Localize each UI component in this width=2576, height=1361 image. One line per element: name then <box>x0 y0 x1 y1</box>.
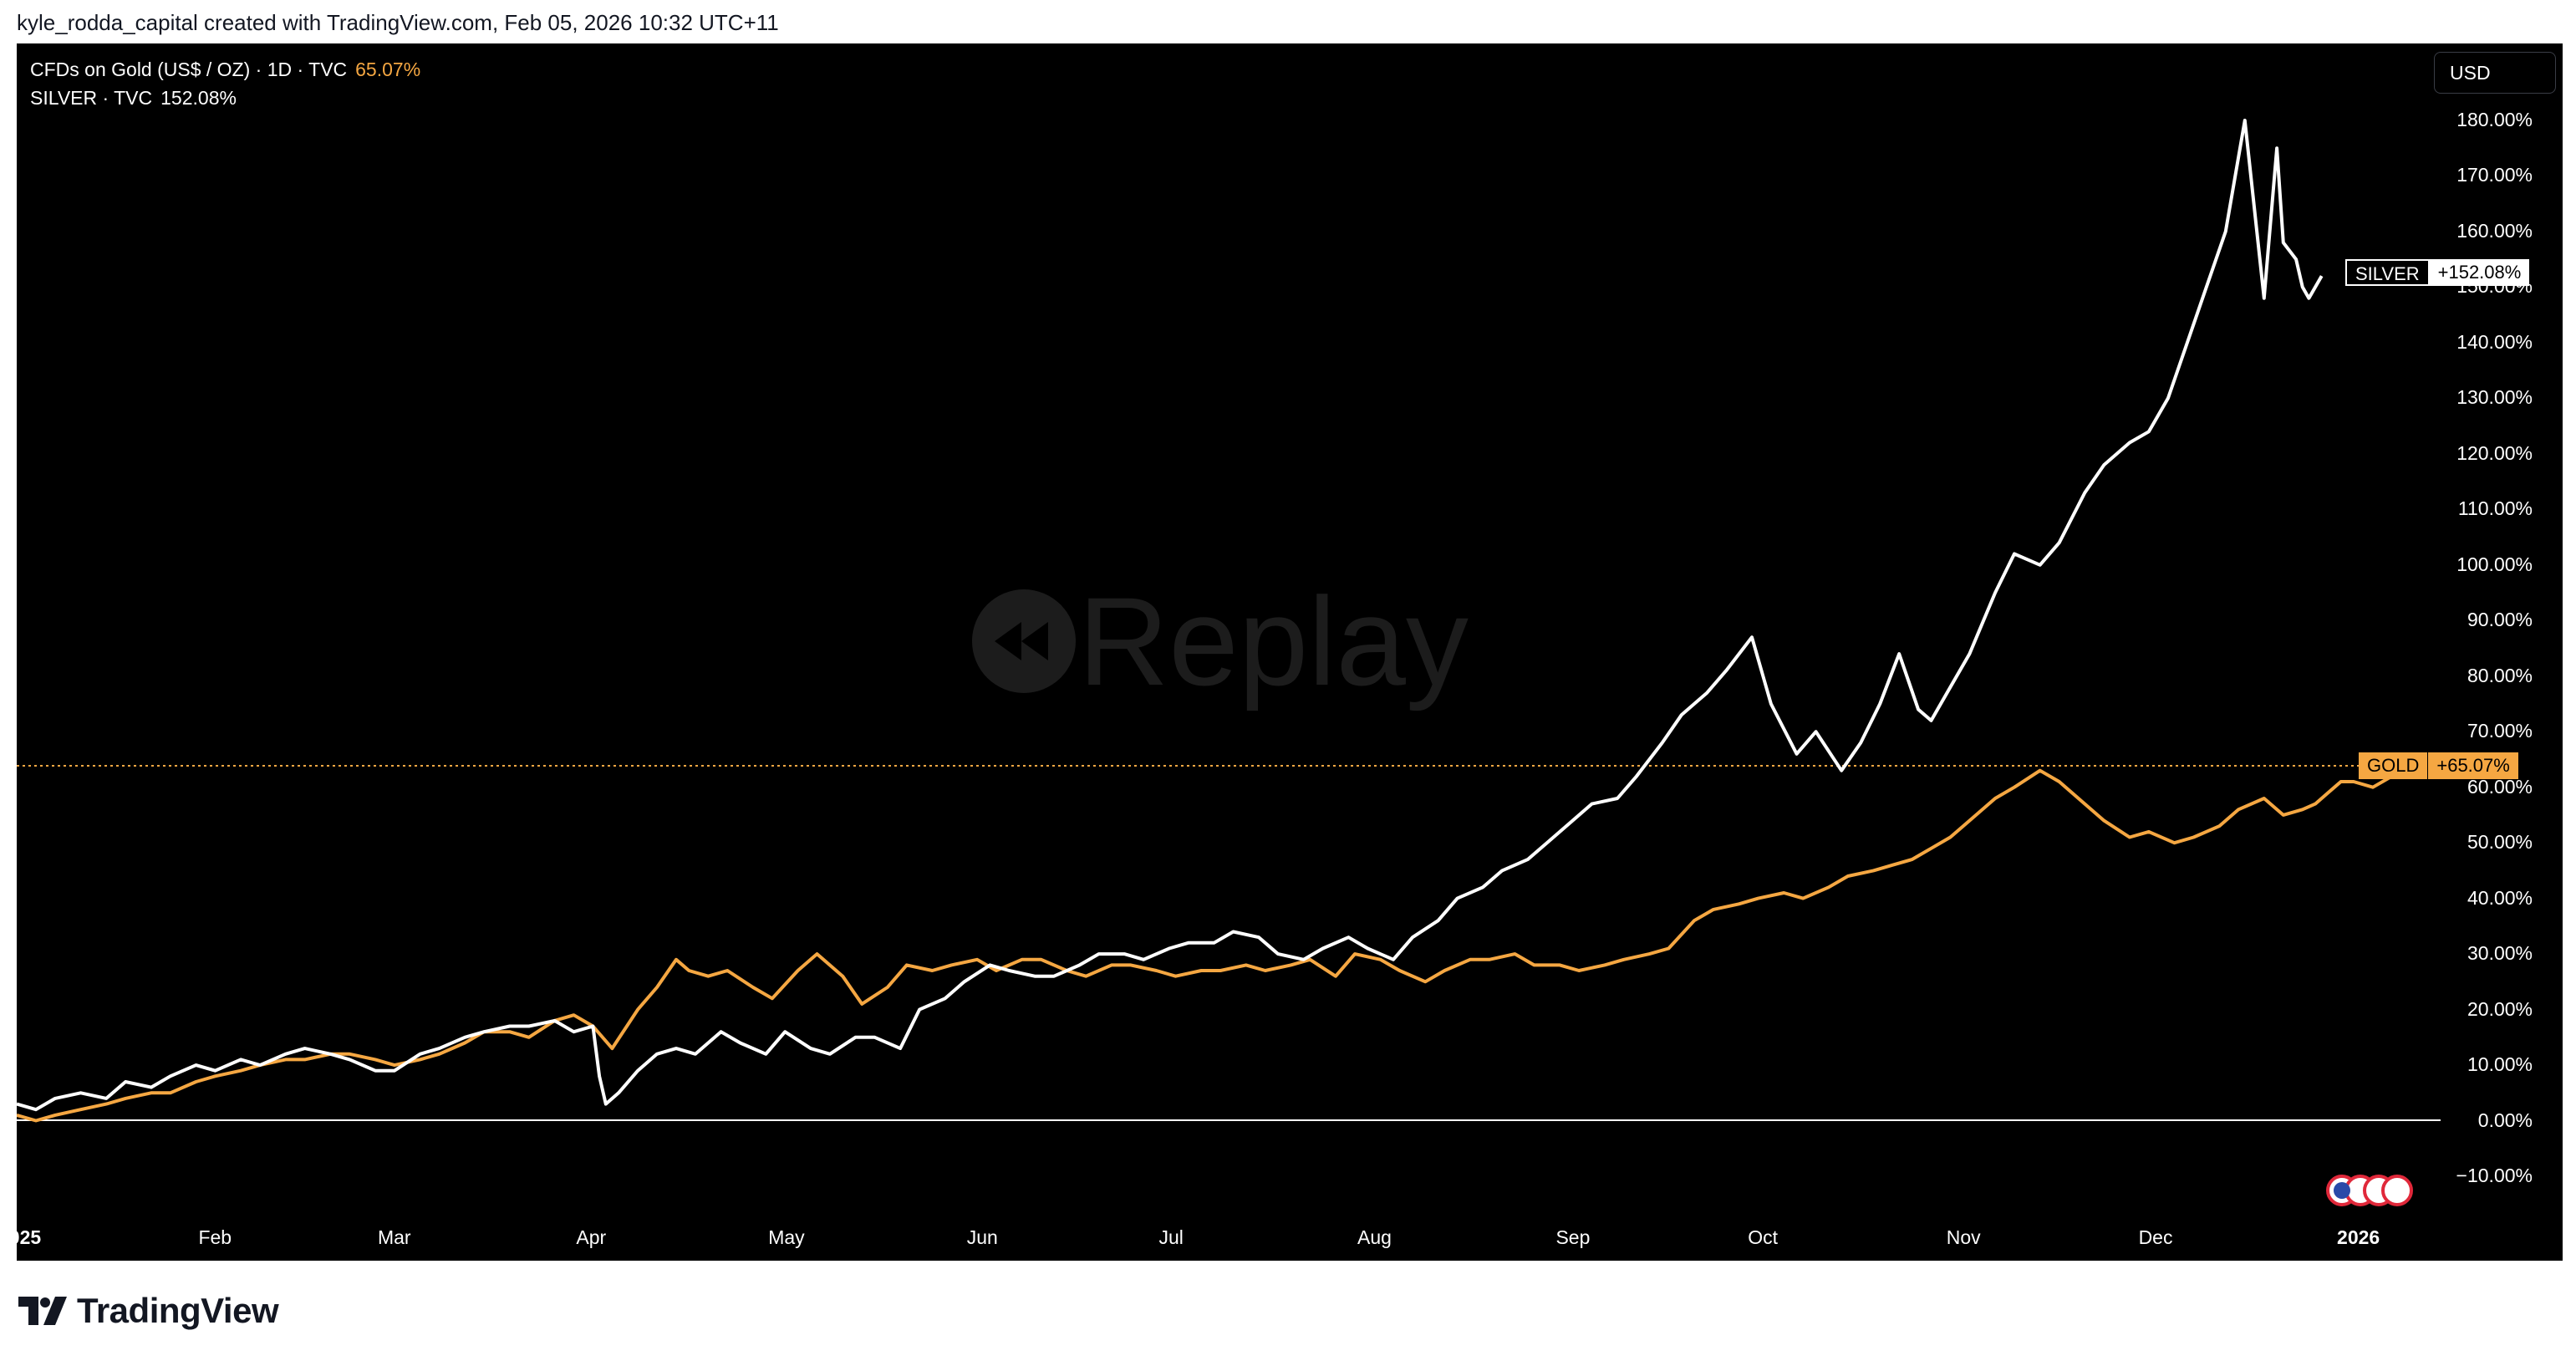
legend-gold-value: 65.07% <box>355 59 421 80</box>
y-tick-label: 60.00% <box>2467 775 2533 798</box>
y-tick-label: 50.00% <box>2467 831 2533 854</box>
event-flags[interactable] <box>2326 1175 2413 1206</box>
gold-tag-name: GOLD <box>2359 752 2428 779</box>
us-flag-icon[interactable] <box>2381 1175 2413 1206</box>
silver-price-tag: SILVER +152.08% <box>2345 259 2530 286</box>
x-tick-label: Jun <box>966 1226 998 1248</box>
x-tick-label: Aug <box>1357 1226 1392 1248</box>
x-tick-label: May <box>768 1226 805 1248</box>
y-tick-label: 120.00% <box>2456 441 2533 464</box>
chart-credit: kyle_rodda_capital created with TradingV… <box>17 10 779 35</box>
tradingview-logo-icon <box>18 1297 67 1325</box>
x-tick-label: Nov <box>1946 1226 1981 1248</box>
brand-name: TradingView <box>77 1291 279 1330</box>
y-tick-label: 160.00% <box>2456 219 2533 242</box>
legend-gold-label: CFDs on Gold (US$ / OZ) · 1D · TVC <box>30 59 348 80</box>
y-tick-label: 140.00% <box>2456 330 2533 353</box>
y-tick-label: 0.00% <box>2477 1109 2533 1131</box>
y-tick-label: 170.00% <box>2456 164 2533 186</box>
y-tick-label: 100.00% <box>2456 553 2533 575</box>
silver-tag-value: +152.08% <box>2429 259 2530 286</box>
chart-panel[interactable]: CFDs on Gold (US$ / OZ) · 1D · TVC 65.07%… <box>17 43 2563 1261</box>
currency-button[interactable]: USD <box>2434 52 2556 94</box>
plot-area[interactable] <box>17 43 2563 1261</box>
legend-silver-label: SILVER · TVC <box>30 87 153 109</box>
us-flag-icon[interactable] <box>2334 1182 2350 1199</box>
x-tick-label: Sep <box>1555 1226 1591 1248</box>
x-tick-label: Oct <box>1748 1226 1779 1248</box>
y-tick-label: 180.00% <box>2456 109 2533 130</box>
x-tick-label: Dec <box>2138 1226 2173 1248</box>
replay-icon <box>972 589 1076 693</box>
y-tick-label: 20.00% <box>2467 997 2533 1020</box>
legend-silver-value: 152.08% <box>160 87 237 109</box>
series-line-silver <box>17 119 2324 1112</box>
y-tick-label: −10.00% <box>2456 1165 2533 1186</box>
x-tick-label: 2026 <box>2337 1226 2380 1248</box>
y-tick-label: 30.00% <box>2467 942 2533 965</box>
tradingview-logo[interactable]: TradingView <box>18 1291 279 1331</box>
y-tick-label: 70.00% <box>2467 720 2533 742</box>
y-tick-label: 90.00% <box>2467 609 2533 631</box>
series-line-gold <box>17 768 2394 1123</box>
y-tick-label: 80.00% <box>2467 664 2533 686</box>
y-tick-label: 40.00% <box>2467 886 2533 909</box>
y-tick-label: 10.00% <box>2467 1053 2533 1076</box>
x-tick-label: 2025 <box>17 1226 42 1248</box>
gold-price-tag: GOLD +65.07% <box>2359 752 2518 779</box>
gold-tag-value: +65.07% <box>2427 752 2518 779</box>
replay-watermark: Replay <box>1078 571 1469 711</box>
x-tick-label: Jul <box>1158 1226 1184 1248</box>
y-tick-label: 110.00% <box>2457 497 2533 520</box>
y-tick-label: 130.00% <box>2456 386 2533 409</box>
silver-tag-name: SILVER <box>2345 259 2430 286</box>
x-tick-label: Apr <box>576 1226 607 1248</box>
x-tick-label: Mar <box>377 1226 411 1248</box>
x-tick-label: Feb <box>198 1226 232 1248</box>
legend-gold[interactable]: CFDs on Gold (US$ / OZ) · 1D · TVC 65.07% <box>30 59 420 81</box>
legend-silver[interactable]: SILVER · TVC 152.08% <box>30 87 237 110</box>
